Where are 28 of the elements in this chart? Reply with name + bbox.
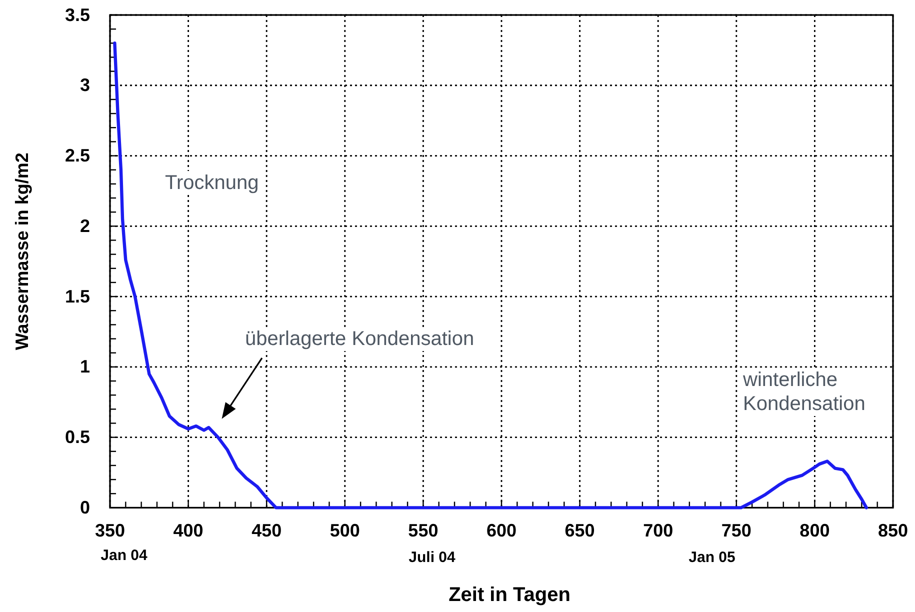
y-tick-label: 1 bbox=[80, 356, 90, 377]
y-tick-label: 3 bbox=[80, 75, 90, 96]
text: Jan 04 bbox=[100, 547, 148, 564]
y-axis-title: Wassermasse in kg/m2 bbox=[12, 152, 32, 350]
y-tick-label: 3.5 bbox=[64, 4, 90, 25]
x-tick-label: 650 bbox=[564, 520, 595, 540]
annotation: winterliche Kondensation bbox=[742, 369, 866, 415]
y-tick-label: 0 bbox=[80, 497, 90, 518]
x-tick-label: 450 bbox=[252, 520, 282, 540]
x-tick-label: 850 bbox=[878, 520, 908, 540]
x-tick-label: 600 bbox=[486, 520, 517, 540]
y-tick-label: 2.5 bbox=[64, 146, 90, 166]
x-tick-label: 800 bbox=[800, 520, 830, 540]
text: Jan 05 bbox=[688, 549, 736, 566]
line-series bbox=[113, 42, 868, 510]
y-tick-label: 0.5 bbox=[64, 427, 90, 448]
x-tick-label: 750 bbox=[721, 520, 752, 540]
x-tick-label: 700 bbox=[643, 520, 674, 540]
x-tick-label: 400 bbox=[173, 520, 204, 540]
text: Juli 04 bbox=[408, 549, 456, 566]
x-axis-title: Zeit in Tagen bbox=[448, 584, 570, 606]
y-tick-label: 2 bbox=[80, 216, 90, 236]
annotation: überlagerte Kondensation bbox=[245, 328, 474, 350]
x-tick-label: 500 bbox=[330, 520, 360, 540]
annotation: Trocknung bbox=[165, 172, 259, 194]
x-tick-label: 350 bbox=[94, 520, 126, 540]
y-tick-label: 1.5 bbox=[64, 286, 90, 306]
x-tick-label: 550 bbox=[408, 520, 438, 540]
